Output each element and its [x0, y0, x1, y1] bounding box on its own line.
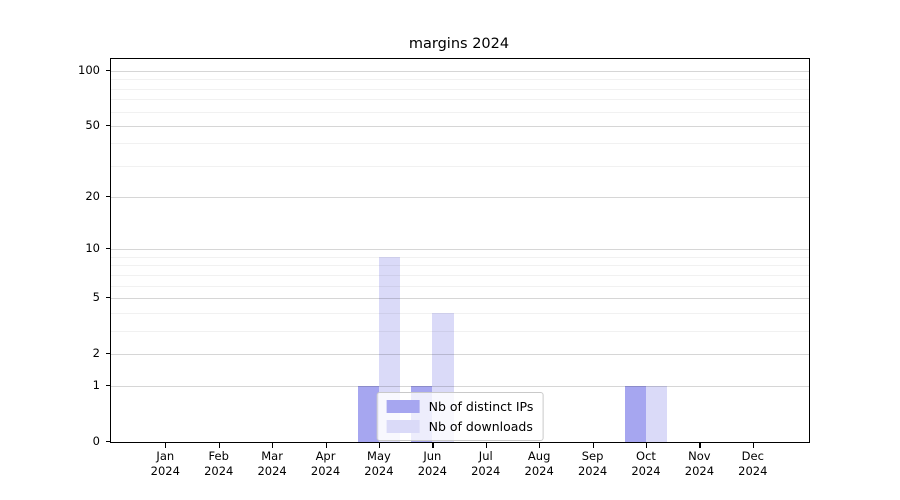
legend-swatch-downloads: [386, 420, 420, 433]
x-tick-label-may: May 2024: [364, 449, 394, 478]
x-tick-mark-sep: [592, 443, 594, 448]
x-tick-label-nov: Nov 2024: [684, 449, 715, 478]
x-tick-mark-apr: [325, 443, 327, 448]
x-tick-mark-jul: [485, 443, 487, 448]
legend-entry-downloads: Nb of downloads: [386, 419, 534, 434]
y-tick-mark-0: [106, 441, 111, 443]
x-tick-label-aug: Aug 2024: [524, 449, 554, 478]
legend-swatch-distinct-ips: [386, 400, 420, 413]
legend-entry-distinct-ips: Nb of distinct IPs: [386, 399, 534, 414]
x-tick-label-feb: Feb 2024: [204, 449, 234, 478]
plot-area: Nb of distinct IPs Nb of downloads: [110, 58, 810, 443]
y-tick-label-50: 50: [85, 117, 100, 132]
legend-label-downloads: Nb of downloads: [428, 419, 533, 434]
bar-distinct-ips-oct: [624, 386, 646, 442]
y-tick-mark-2: [106, 352, 111, 354]
y-tick-label-100: 100: [78, 63, 100, 77]
x-tick-mark-oct: [645, 443, 648, 448]
x-tick-label-oct: Oct 2024: [631, 449, 661, 478]
x-tick-mark-jun: [432, 443, 434, 448]
bar-distinct-ips-may: [357, 386, 379, 442]
x-tick-label-jun: Jun 2024: [417, 449, 447, 478]
legend-label-distinct-ips: Nb of distinct IPs: [428, 399, 534, 414]
bar-downloads-oct: [645, 386, 668, 442]
x-tick-mark-aug: [539, 443, 541, 448]
y-tick-mark-1: [106, 385, 111, 387]
y-tick-label-10: 10: [85, 241, 100, 256]
x-tick-mark-jan: [165, 443, 167, 448]
y-tick-label-5: 5: [92, 289, 100, 304]
bars-layer: [111, 59, 809, 442]
y-tick-label-20: 20: [85, 189, 100, 204]
x-tick-mark-mar: [272, 443, 274, 448]
y-tick-label-0: 0: [92, 434, 100, 448]
x-tick-mark-feb: [218, 443, 220, 448]
y-tick-mark-100: [106, 70, 111, 72]
x-tick-label-dec: Dec 2024: [738, 449, 768, 478]
x-tick-mark-nov: [699, 443, 701, 448]
chart-title: margins 2024: [408, 36, 510, 52]
legend: Nb of distinct IPs Nb of downloads: [376, 392, 544, 441]
y-tick-mark-50: [106, 124, 111, 127]
y-tick-mark-5: [106, 296, 111, 299]
x-tick-label-apr: Apr 2024: [310, 449, 341, 478]
x-tick-label-mar: Mar 2024: [257, 449, 287, 478]
x-tick-label-jul: Jul 2024: [471, 449, 501, 478]
x-tick-label-jan: Jan 2024: [150, 449, 180, 478]
y-tick-label-1: 1: [92, 378, 100, 393]
x-tick-label-sep: Sep 2024: [577, 449, 608, 478]
x-tick-mark-dec: [752, 443, 754, 448]
x-tick-mark-may: [378, 443, 381, 448]
y-tick-mark-20: [106, 196, 111, 198]
y-tick-label-2: 2: [92, 345, 100, 360]
y-tick-mark-10: [106, 248, 111, 250]
